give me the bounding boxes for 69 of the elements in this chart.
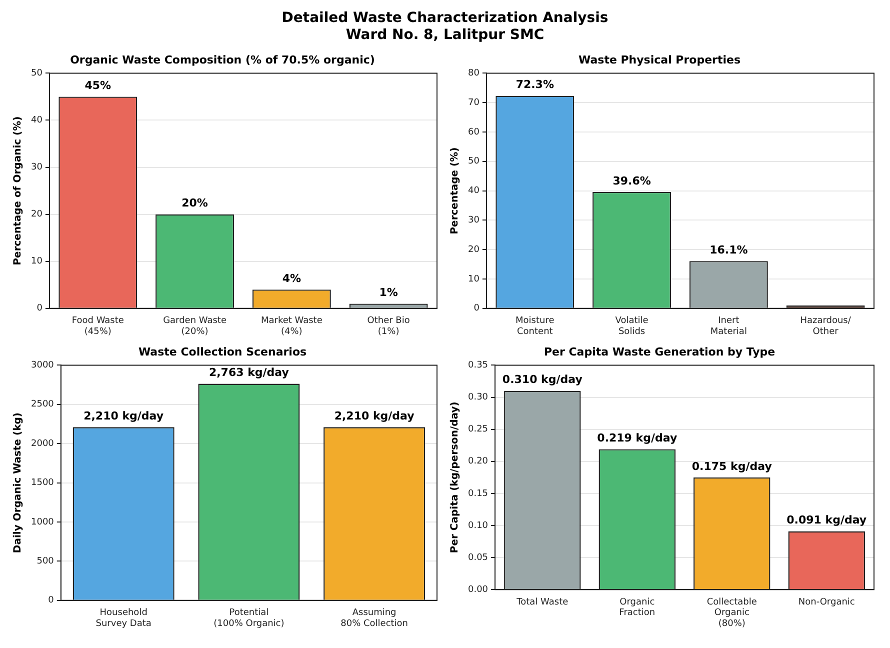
y-tick-label: 20 [468,244,480,255]
y-tick-label: 0 [36,304,43,314]
y-tick-label: 60 [468,127,480,138]
x-tick-label: Garden Waste (20%) [163,316,227,337]
x-tick-label: Potential (100% Organic) [214,608,284,629]
y-tick-label: 0.20 [468,456,488,467]
y-tick-label: 1500 [31,478,54,488]
x-tick-label: Collectable Organic (80%) [706,597,758,629]
x-tick-label: Household Survey Data [96,608,152,629]
y-tick-label: 3000 [31,360,54,371]
y-tick-label: 0.30 [468,392,488,403]
chart-title: Organic Waste Composition (% of 70.5% organic) [70,53,375,66]
x-tick-label: Food Waste (45%) [72,316,124,337]
data-label: 1% [379,286,398,300]
y-tick-label: 20 [31,210,43,220]
data-label: 2,763 kg/day [208,366,289,380]
y-tick-label: 30 [468,216,480,226]
data-label: 39.6% [612,174,651,188]
data-label: 0.091 kg/day [786,514,867,527]
y-tick-label: 40 [468,186,480,196]
y-tick-label: 1000 [31,517,54,528]
y-axis-title: Percentage (%) [450,147,461,234]
y-tick-label: 0 [474,304,480,314]
x-tick-label: Market Waste (4%) [260,316,323,337]
chart-title: Per Capita Waste Generation by Type [544,345,776,358]
text: Ward No. 8, Lalitpur SMC [344,27,546,44]
y-tick-label: 80 [468,68,480,79]
y-tick-label: 40 [31,116,43,126]
y-tick-label: 70 [468,98,480,108]
x-tick-label: Moisture Content [516,316,555,337]
y-tick-label: 500 [36,556,54,567]
y-axis-title: Daily Organic Waste (kg) [12,412,24,554]
y-axis-title: Per Capita (kg/person/day) [450,402,461,554]
x-tick-label: Inert Material [710,316,747,337]
y-tick-label: 2500 [31,400,54,410]
y-axis-title: Percentage of Organic (%) [12,116,24,266]
data-label: 72.3% [516,78,554,92]
x-tick-label: Assuming 80% Collection [340,608,408,629]
y-tick-label: 0.00 [468,584,488,595]
data-label: 20% [182,196,208,210]
text: Detailed Waste Characterization Analysis [280,10,610,27]
y-tick-label: 30 [31,162,43,173]
data-label: 0.175 kg/day [692,460,772,473]
x-tick-label: Non-Organic [798,597,855,608]
y-tick-label: 50 [468,156,480,167]
y-tick-label: 10 [468,274,480,284]
data-label: 0.219 kg/day [597,432,678,445]
data-label: 4% [282,272,302,285]
data-label: 16.1% [710,243,748,256]
y-tick-label: 50 [31,68,43,79]
data-label: 2,210 kg/day [334,409,414,422]
x-tick-label: Volatile Solids [615,316,649,337]
y-tick-label: 0.10 [468,520,488,531]
y-tick-label: 0.15 [468,488,488,499]
y-tick-label: 2000 [31,438,54,449]
data-label: 0.310 kg/day [502,373,582,386]
x-tick-label: Other Bio (1%) [367,316,410,337]
chart-title: Waste Collection Scenarios [138,345,308,358]
x-tick-label: Total Waste [516,597,569,608]
y-tick-label: 0.35 [468,360,488,371]
y-tick-label: 10 [31,256,43,267]
y-tick-label: 0.05 [468,552,488,563]
y-tick-label: 0.25 [468,424,488,435]
data-label: 2,210 kg/day [84,409,164,422]
data-label: 45% [84,79,112,92]
x-tick-label: Organic Fraction [619,597,656,618]
y-tick-label: 0 [48,596,54,606]
x-tick-label: Hazardous/ Other [800,316,852,337]
chart-title: Waste Physical Properties [578,53,741,66]
